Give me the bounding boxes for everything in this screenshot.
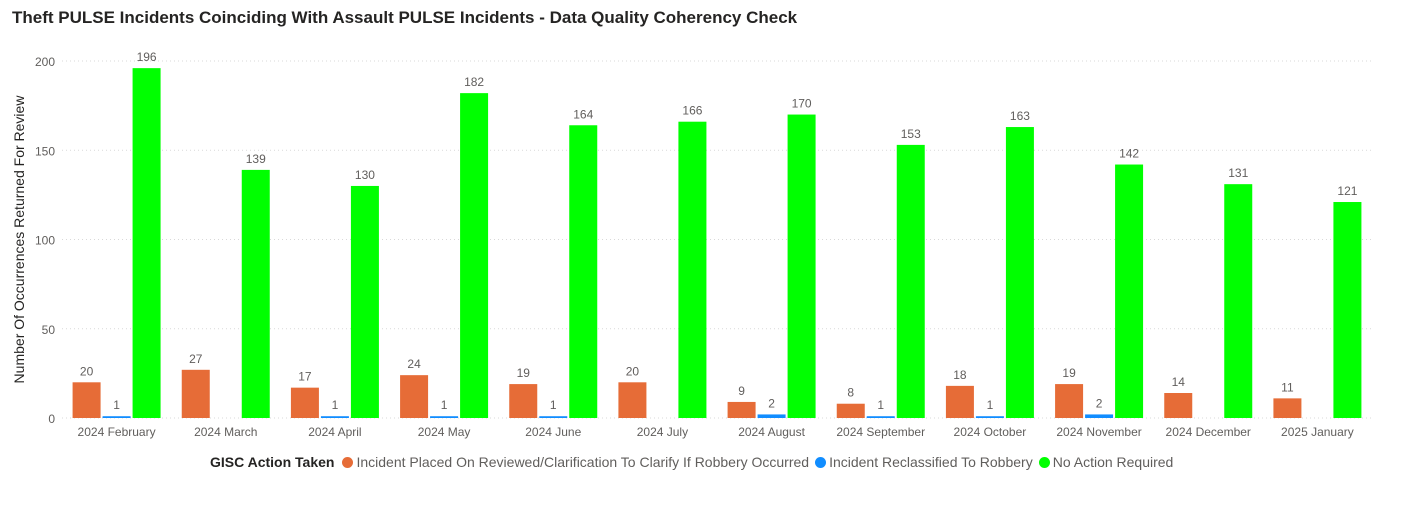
bar [320,416,349,418]
bar [350,185,379,418]
x-tick-label: 2025 January [1281,425,1354,439]
y-tick-label: 150 [35,144,55,158]
data-label: 17 [298,370,312,384]
data-label: 2 [768,396,775,410]
bar [72,382,101,418]
bar [1273,398,1302,418]
data-label: 14 [1172,375,1186,389]
data-label: 163 [1010,109,1030,123]
legend-label-reviewed: Incident Placed On Reviewed/Clarificatio… [356,454,810,470]
bar [1115,164,1144,418]
bar [460,93,489,418]
legend-title: GISC Action Taken [210,454,335,470]
data-label: 1 [441,398,448,412]
bar [290,387,319,418]
data-label: 130 [355,168,375,182]
bar [1055,384,1084,418]
data-label: 8 [847,386,854,400]
y-tick-label: 0 [48,412,55,426]
x-tick-label: 2024 September [836,425,925,439]
data-label: 1 [877,398,884,412]
y-axis-label: Number Of Occurrences Returned For Revie… [11,95,27,384]
bar [569,125,598,418]
data-label: 9 [738,384,745,398]
data-label: 142 [1119,147,1139,161]
x-tick-label: 2024 May [418,425,471,439]
bar [1224,184,1253,418]
bar [1005,127,1034,419]
bar [618,382,647,418]
bar-chart: 0 50 100 150 200 Number Of Occurrences Return… [11,50,1372,439]
bar [400,375,429,418]
legend-item-reviewed[interactable]: Incident Placed On Reviewed/Clarificatio… [342,454,809,470]
data-label: 20 [626,364,640,378]
chart-title: Theft PULSE Incidents Coinciding With As… [12,8,798,27]
data-label: 27 [189,352,203,366]
bar [757,414,786,418]
x-tick-label: 2024 April [308,425,361,439]
data-label: 153 [901,127,921,141]
bar [509,384,538,418]
data-label: 1 [113,398,120,412]
bar [430,416,459,418]
x-tick-label: 2024 August [738,425,805,439]
data-label: 19 [1062,366,1076,380]
bar [975,416,1004,418]
data-label: 121 [1337,184,1357,198]
data-label: 1 [987,398,994,412]
bar [102,416,131,418]
bar [945,385,974,418]
x-tick-label: 2024 June [525,425,581,439]
legend-label-reclassified: Incident Reclassified To Robbery [829,454,1033,470]
data-label: 18 [953,368,967,382]
bar [678,121,707,418]
legend-label-no-action: No Action Required [1052,454,1174,470]
y-tick-label: 100 [35,234,55,248]
x-tick-label: 2024 March [194,425,257,439]
legend-marker-reclassified [815,456,827,468]
x-tick-label: 2024 December [1166,425,1251,439]
bar [1333,202,1362,418]
data-label: 19 [517,366,531,380]
bar [132,68,161,418]
data-label: 196 [137,50,157,64]
bar [836,403,865,418]
legend-marker-no-action [1038,456,1050,468]
data-label: 182 [464,75,484,89]
data-label: 24 [407,357,421,371]
data-label: 170 [792,97,812,111]
bar [1164,393,1193,418]
data-label: 164 [573,107,593,121]
data-label: 11 [1281,380,1294,394]
x-tick-label: 2024 February [78,425,156,439]
bar [1085,414,1114,418]
bar [539,416,568,418]
bar [181,369,210,418]
bar [787,114,816,419]
bar [241,169,270,418]
data-label: 2 [1096,396,1103,410]
y-tick-label: 50 [42,323,56,337]
chart-legend: GISC Action Taken Incident Placed On Rev… [210,454,1179,470]
x-tick-label: 2024 July [637,425,688,439]
y-tick-label: 200 [35,55,55,69]
data-label: 131 [1228,166,1248,180]
legend-item-no-action[interactable]: No Action Required [1038,454,1174,470]
x-tick-label: 2024 November [1056,425,1141,439]
data-label: 166 [682,104,702,118]
legend-marker-reviewed [342,456,354,468]
bar [866,416,895,418]
x-tick-label: 2024 October [954,425,1027,439]
data-label: 139 [246,152,266,166]
data-label: 1 [332,398,339,412]
bar [896,144,925,418]
data-label: 20 [80,364,94,378]
bar [727,401,756,418]
data-label: 1 [550,398,557,412]
legend-item-reclassified[interactable]: Incident Reclassified To Robbery [815,454,1033,470]
